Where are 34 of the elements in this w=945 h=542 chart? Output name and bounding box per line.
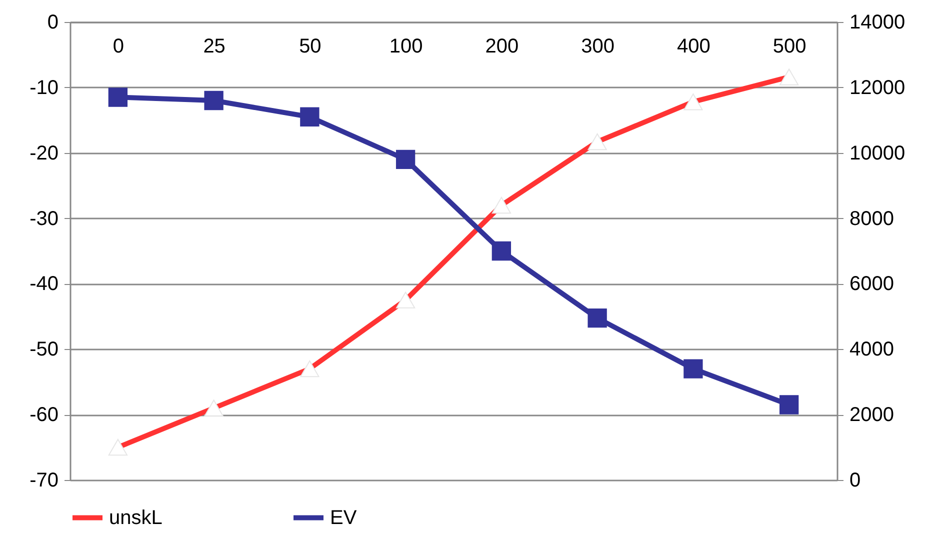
x-tick-label: 25 xyxy=(203,36,226,58)
y2-tick-label: 0 xyxy=(850,470,861,492)
x-tick-label: 200 xyxy=(485,36,519,58)
y-tick-label: -10 xyxy=(30,76,58,99)
x-tick-label: 0 xyxy=(112,36,124,58)
y2-tick-label: 8000 xyxy=(850,208,894,230)
x-tick-label: 50 xyxy=(299,36,322,58)
y2-tick-label: 10000 xyxy=(850,142,906,164)
y-tick-label: -60 xyxy=(30,404,58,426)
x-tick-label: 100 xyxy=(389,36,423,58)
y-tick-label: -40 xyxy=(30,273,58,296)
y-tick-label: -30 xyxy=(30,208,58,230)
legend-label: unskL xyxy=(109,506,162,529)
y2-tick-label: 2000 xyxy=(850,404,894,426)
point xyxy=(492,241,512,261)
y2-tick-label: 12000 xyxy=(850,76,906,99)
point xyxy=(396,150,416,169)
point xyxy=(684,359,703,378)
y-tick-label: -70 xyxy=(30,470,58,492)
point xyxy=(779,395,799,414)
y2-tick-label: 4000 xyxy=(850,338,894,361)
point xyxy=(108,88,128,107)
x-tick-label: 300 xyxy=(581,36,614,58)
legend-label: EV xyxy=(330,506,358,529)
x-tick-label: 500 xyxy=(772,36,806,58)
y-tick-label: 0 xyxy=(47,12,58,34)
point xyxy=(300,107,320,126)
point xyxy=(588,308,607,328)
y2-tick-label: 6000 xyxy=(850,273,894,296)
y-tick-label: -50 xyxy=(30,338,58,361)
y-tick-label: -20 xyxy=(30,142,58,164)
point xyxy=(204,90,224,110)
y2-tick-label: 14000 xyxy=(850,12,906,34)
x-tick-label: 400 xyxy=(677,36,710,58)
